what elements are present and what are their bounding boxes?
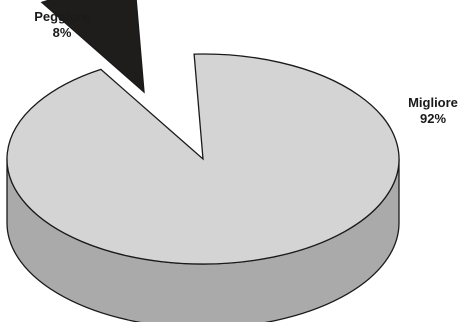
slice-label-peggiore: Peggiore — [34, 9, 90, 24]
slice-value-migliore: 92% — [420, 111, 446, 126]
slice-label-migliore: Migliore — [408, 95, 458, 110]
slice-peggiore — [40, 0, 145, 94]
slice-migliore — [6, 53, 400, 265]
slice-value-peggiore: 8% — [53, 25, 72, 40]
